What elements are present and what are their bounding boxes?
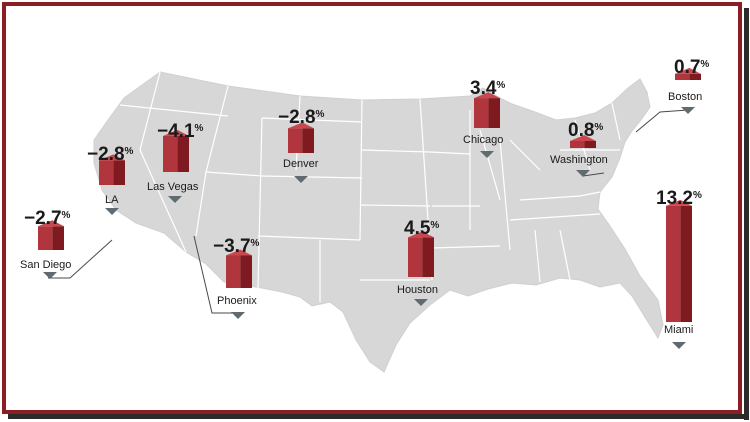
marker-washington	[576, 170, 590, 177]
bar-side-denver	[302, 128, 314, 153]
label-boston-pct: 0.7%	[674, 57, 709, 78]
label-las-vegas-name: Las Vegas	[147, 181, 199, 193]
bar-boston	[675, 67, 701, 80]
bar-front-chicago	[474, 98, 489, 128]
frame-shadow-right	[744, 8, 749, 420]
marker-miami	[672, 342, 686, 349]
label-chicago-pct: 3.4%	[470, 78, 505, 99]
marker-chicago	[480, 151, 494, 158]
city-labels: −2.7% San Diego −2.8% LA −4.1% Las Vegas…	[20, 57, 709, 336]
leader-washington	[582, 172, 605, 177]
markers-layer	[43, 107, 695, 349]
bar-top-san-diego	[38, 220, 64, 227]
label-phoenix-pct: −3.7%	[213, 236, 260, 257]
label-houston-pct: 4.5%	[404, 218, 439, 239]
label-la-name: LA	[105, 194, 119, 206]
label-chicago-name: Chicago	[463, 134, 503, 146]
bar-side-las-vegas	[177, 135, 189, 172]
bar-top-washington	[570, 134, 596, 141]
label-washington-pct: 0.8%	[568, 120, 603, 141]
label-san-diego-name: San Diego	[20, 259, 71, 271]
label-la-pct: −2.8%	[87, 144, 134, 165]
frame-border	[2, 2, 742, 414]
bar-houston	[408, 231, 434, 277]
bar-top-houston	[408, 231, 434, 238]
bar-front-denver	[288, 128, 303, 153]
marker-la	[105, 208, 119, 215]
bar-front-las-vegas	[163, 135, 178, 172]
label-phoenix-name: Phoenix	[217, 295, 257, 307]
bar-side-la	[113, 160, 125, 185]
bar-top-phoenix	[226, 249, 252, 256]
bar-front-washington	[570, 140, 585, 148]
bar-front-la	[99, 160, 114, 185]
label-houston-name: Houston	[397, 284, 438, 296]
bar-side-phoenix	[240, 255, 252, 288]
label-denver-name: Denver	[283, 158, 319, 170]
marker-denver	[294, 176, 308, 183]
leader-boston	[635, 109, 689, 133]
leader-san-diego	[48, 239, 113, 279]
bar-side-houston	[422, 237, 434, 277]
bar-front-phoenix	[226, 255, 241, 288]
us-land-shape	[93, 71, 664, 373]
state-lines	[119, 71, 621, 302]
label-san-diego-pct: −2.7%	[24, 208, 71, 229]
marker-las-vegas	[168, 196, 182, 203]
leader-lines	[48, 109, 689, 314]
label-denver-pct: −2.8%	[278, 107, 325, 128]
label-miami-name: Miami	[664, 324, 693, 336]
bar-front-san-diego	[38, 226, 53, 250]
bar-side-chicago	[488, 98, 500, 128]
frame-shadow-bottom	[8, 414, 749, 419]
bar-side-washington	[584, 140, 596, 148]
marker-boston	[681, 107, 695, 114]
bar-miami	[666, 199, 692, 322]
bar-phoenix	[226, 249, 252, 288]
bar-top-las-vegas	[163, 129, 189, 136]
bar-front-boston	[675, 73, 690, 80]
bar-la	[99, 154, 125, 185]
leader-phoenix	[193, 235, 236, 314]
label-boston-name: Boston	[668, 91, 702, 103]
bars-layer	[38, 67, 701, 322]
marker-houston	[414, 299, 428, 306]
label-las-vegas-pct: −4.1%	[157, 121, 204, 142]
bar-side-san-diego	[52, 226, 64, 250]
marker-san-diego	[43, 272, 57, 279]
bar-side-boston	[689, 73, 701, 80]
bar-top-denver	[288, 122, 314, 129]
label-washington-name: Washington	[550, 154, 608, 166]
bar-washington	[570, 134, 596, 148]
bar-top-boston	[675, 67, 701, 74]
marker-phoenix	[231, 312, 245, 319]
bar-san-diego	[38, 220, 64, 250]
bar-denver	[288, 122, 314, 153]
bar-top-chicago	[474, 92, 500, 99]
label-miami-pct: 13.2%	[656, 188, 702, 209]
bar-top-la	[99, 154, 125, 161]
bar-las-vegas	[163, 129, 189, 172]
bar-front-miami	[666, 205, 681, 322]
bar-top-miami	[666, 199, 692, 206]
bar-front-houston	[408, 237, 423, 277]
bar-side-miami	[680, 205, 692, 322]
bar-chicago	[474, 92, 500, 128]
